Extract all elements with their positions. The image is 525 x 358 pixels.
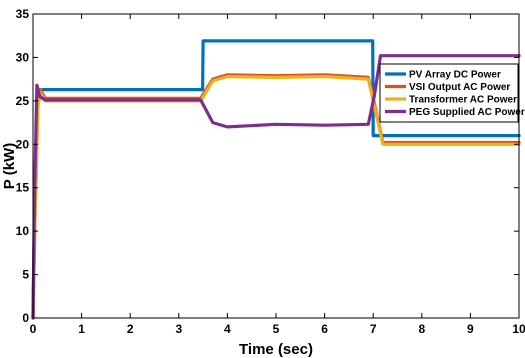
x-tick-label: 3 — [175, 322, 182, 336]
x-axis-label: Time (sec) — [239, 341, 313, 358]
legend-entry-3: Transformer AC Power — [409, 95, 517, 106]
x-tick-label: 7 — [370, 322, 377, 336]
y-axis-label: P (kW) — [1, 143, 18, 189]
series-line-4 — [31, 54, 521, 320]
plot-area — [33, 14, 519, 318]
x-tick-label: 2 — [127, 322, 134, 336]
legend-entry-4: PEG Supplied AC Power — [409, 107, 525, 118]
y-tick-label: 25 — [16, 94, 30, 108]
x-tick-label: 6 — [321, 322, 328, 336]
legend-entry-1: PV Array DC Power — [409, 70, 501, 81]
y-tick-label: 5 — [22, 268, 29, 282]
y-tick-label: 0 — [22, 311, 29, 325]
x-tick-label: 8 — [418, 322, 425, 336]
x-tick-label: 5 — [273, 322, 280, 336]
x-tick-label: 9 — [467, 322, 474, 336]
y-tick-label: 35 — [16, 7, 30, 21]
legend-entry-2: VSI Output AC Power — [409, 82, 510, 93]
x-tick-label: 10 — [512, 322, 525, 336]
x-tick-label: 1 — [78, 322, 85, 336]
x-tick-label: 0 — [30, 322, 37, 336]
y-tick-label: 15 — [16, 181, 30, 195]
y-tick-label: 20 — [16, 137, 30, 151]
x-tick-label: 4 — [224, 322, 231, 336]
y-tick-label: 30 — [16, 50, 30, 64]
y-tick-label: 10 — [16, 224, 30, 238]
